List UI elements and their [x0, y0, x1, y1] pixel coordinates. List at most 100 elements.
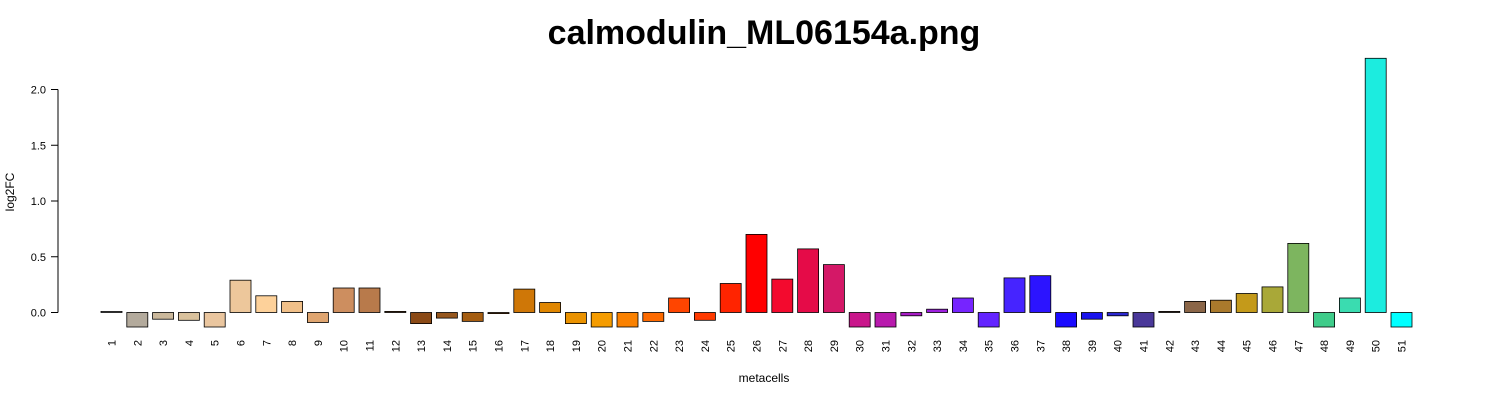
x-tick-label: 21 [623, 340, 635, 352]
bar-24 [694, 312, 716, 321]
bar-5 [203, 312, 226, 328]
y-tick-label: 0.5 [31, 252, 46, 264]
bar-33 [926, 308, 948, 313]
x-tick-label: 47 [1293, 340, 1305, 352]
x-tick-label: 28 [803, 340, 815, 352]
bar-43 [1184, 300, 1206, 313]
x-tick-labels: 1 2 3 4 5 6 7 8 9 10 11 12 13 14 15 16 17 18 19 20 21 22 23 24 2… [107, 340, 1409, 352]
bar-13 [410, 312, 433, 325]
bar-37 [1029, 275, 1052, 313]
bar-11 [358, 287, 381, 313]
x-tick-label: 9 [313, 340, 325, 346]
x-tick-label: 37 [1035, 340, 1047, 352]
bar-49 [1339, 297, 1361, 313]
x-tick-label: 36 [1010, 340, 1022, 352]
x-tick-label: 48 [1319, 340, 1331, 352]
x-tick-label: 25 [726, 340, 738, 352]
x-tick-label: 44 [1216, 340, 1228, 352]
x-tick-label: 3 [158, 340, 170, 346]
bar-6 [229, 279, 252, 313]
bar-25 [719, 283, 742, 313]
x-tick-label: 38 [1061, 340, 1073, 352]
x-tick-label: 33 [932, 340, 944, 352]
x-tick-label: 5 [210, 340, 222, 346]
bar-39 [1081, 312, 1103, 320]
bar-15 [461, 312, 484, 322]
bar-29 [823, 264, 845, 313]
y-tick-label: 1.5 [31, 140, 46, 152]
bar-44 [1210, 299, 1232, 313]
bar-28 [797, 248, 819, 313]
x-tick-label: 32 [906, 340, 918, 352]
x-tick-label: 10 [339, 340, 351, 352]
x-tick-label: 19 [571, 340, 583, 352]
x-tick-label: 14 [442, 340, 454, 352]
x-tick-label: 39 [1087, 340, 1099, 352]
x-tick-label: 7 [261, 340, 273, 346]
bars-group [100, 57, 1413, 328]
x-tick-label: 4 [184, 340, 196, 346]
bar-9 [306, 312, 329, 323]
bar-7 [255, 295, 278, 313]
x-tick-label: 46 [1268, 340, 1280, 352]
bar-42 [1158, 310, 1181, 313]
x-tick-label: 2 [132, 340, 144, 346]
bar-48 [1313, 312, 1335, 328]
bar-23 [668, 297, 690, 313]
y-tick-label: 2.0 [31, 85, 46, 97]
bar-21 [616, 312, 639, 328]
bar-30 [848, 312, 871, 328]
x-tick-label: 12 [390, 340, 402, 352]
bar-46 [1261, 286, 1284, 313]
x-tick-label: 8 [287, 340, 299, 346]
x-tick-label: 6 [236, 340, 248, 346]
y-tick-label: 1.0 [31, 196, 46, 208]
x-tick-label: 50 [1371, 340, 1383, 352]
x-tick-label: 45 [1242, 340, 1254, 352]
x-tick-label: 49 [1345, 340, 1357, 352]
y-axis: 0.0 0.5 1.0 1.5 2.0 [31, 85, 59, 320]
bar-1 [100, 310, 123, 313]
bar-22 [642, 312, 665, 322]
x-tick-label: 41 [1139, 340, 1151, 352]
bar-18 [539, 302, 561, 313]
x-tick-label: 17 [519, 340, 531, 352]
bar-3 [152, 312, 175, 320]
bar-8 [281, 300, 304, 313]
x-tick-label: 13 [416, 340, 428, 352]
bar-4 [177, 312, 200, 321]
bar-10 [332, 287, 355, 313]
x-tick-label: 24 [700, 340, 712, 352]
x-tick-label: 1 [107, 340, 119, 346]
x-tick-label: 27 [777, 340, 789, 352]
x-tick-label: 26 [752, 340, 764, 352]
bar-41 [1132, 312, 1155, 328]
x-tick-label: 11 [365, 340, 377, 351]
bar-16 [487, 312, 510, 315]
bar-17 [513, 288, 536, 313]
bar-31 [874, 312, 897, 328]
x-tick-label: 15 [468, 340, 480, 352]
bar-12 [384, 310, 407, 313]
x-tick-label: 34 [958, 340, 970, 352]
x-tick-label: 35 [984, 340, 996, 352]
bar-2 [126, 312, 149, 328]
bar-14 [435, 312, 458, 319]
y-axis-label: log2FC [3, 172, 17, 211]
x-axis-label: metacells [739, 371, 790, 385]
bar-45 [1235, 293, 1258, 313]
bar-40 [1106, 312, 1129, 317]
x-tick-label: 22 [648, 340, 660, 352]
x-tick-label: 23 [674, 340, 686, 352]
x-tick-label: 30 [855, 340, 867, 352]
bar-20 [590, 312, 613, 328]
y-tick-label: 0.0 [31, 308, 46, 320]
bar-50 [1364, 57, 1387, 313]
x-tick-label: 40 [1113, 340, 1125, 352]
bar-47 [1287, 242, 1310, 313]
bar-35 [977, 312, 1000, 328]
bar-38 [1055, 312, 1077, 328]
bar-27 [771, 278, 794, 313]
